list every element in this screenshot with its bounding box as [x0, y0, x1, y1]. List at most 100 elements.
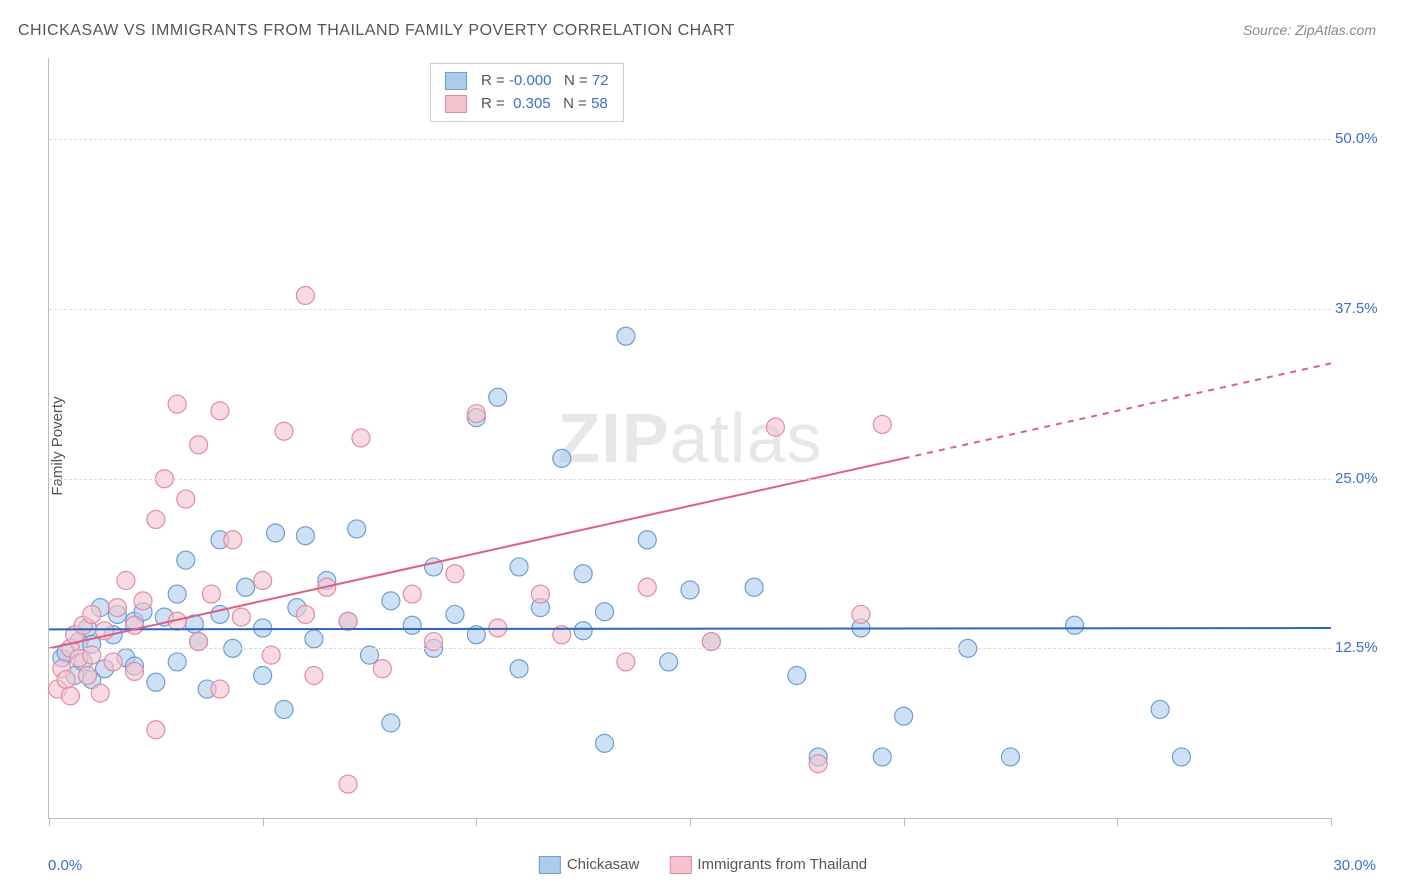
point-chickasaw [168, 653, 186, 671]
corr-text: R = 0.305 N = 58 [481, 93, 608, 116]
point-thailand [78, 667, 96, 685]
legend-item-chickasaw: Chickasaw [539, 856, 640, 874]
point-thailand [232, 608, 250, 626]
y-tick-label: 25.0% [1335, 470, 1391, 487]
x-tick [1117, 818, 1118, 826]
x-tick [904, 818, 905, 826]
point-thailand [83, 605, 101, 623]
point-thailand [531, 585, 549, 603]
point-thailand [108, 599, 126, 617]
point-chickasaw [596, 603, 614, 621]
point-thailand [61, 687, 79, 705]
point-thailand [467, 405, 485, 423]
point-chickasaw [489, 388, 507, 406]
point-chickasaw [574, 622, 592, 640]
x-tick [690, 818, 691, 826]
point-thailand [852, 605, 870, 623]
chart-title: CHICKASAW VS IMMIGRANTS FROM THAILAND FA… [18, 22, 735, 40]
point-chickasaw [638, 531, 656, 549]
legend-swatch [669, 856, 691, 874]
point-thailand [446, 565, 464, 583]
point-chickasaw [305, 630, 323, 648]
x-axis-min-label: 0.0% [48, 857, 82, 874]
point-thailand [254, 572, 272, 590]
point-chickasaw [382, 714, 400, 732]
point-thailand [339, 612, 357, 630]
point-chickasaw [681, 581, 699, 599]
point-thailand [373, 660, 391, 678]
point-chickasaw [348, 520, 366, 538]
point-chickasaw [382, 592, 400, 610]
point-thailand [190, 436, 208, 454]
trend-thailand-dashed [904, 363, 1331, 458]
legend-swatch [539, 856, 561, 874]
legend-swatch [445, 72, 467, 90]
point-chickasaw [147, 673, 165, 691]
gridline-h [49, 479, 1331, 480]
gridline-h [49, 648, 1331, 649]
point-chickasaw [660, 653, 678, 671]
point-thailand [296, 287, 314, 305]
point-chickasaw [254, 619, 272, 637]
point-chickasaw [168, 585, 186, 603]
point-chickasaw [617, 327, 635, 345]
legend-label: Immigrants from Thailand [697, 856, 867, 873]
x-tick [1331, 818, 1332, 826]
point-chickasaw [1151, 700, 1169, 718]
point-thailand [125, 662, 143, 680]
point-thailand [104, 653, 122, 671]
point-thailand [147, 721, 165, 739]
point-chickasaw [237, 578, 255, 596]
y-tick-label: 12.5% [1335, 639, 1391, 656]
corr-row-chickasaw: R = -0.000 N = 72 [445, 70, 609, 93]
y-tick-label: 50.0% [1335, 130, 1391, 147]
point-chickasaw [177, 551, 195, 569]
point-thailand [224, 531, 242, 549]
point-thailand [339, 775, 357, 793]
x-axis-max-label: 30.0% [1333, 857, 1376, 874]
gridline-h [49, 139, 1331, 140]
point-chickasaw [1066, 616, 1084, 634]
point-thailand [168, 395, 186, 413]
point-thailand [617, 653, 635, 671]
point-thailand [134, 592, 152, 610]
chart-container: { "title": "CHICKASAW VS IMMIGRANTS FROM… [0, 0, 1406, 892]
point-chickasaw [275, 700, 293, 718]
point-thailand [117, 572, 135, 590]
point-chickasaw [745, 578, 763, 596]
point-chickasaw [574, 565, 592, 583]
y-tick-label: 37.5% [1335, 300, 1391, 317]
plot-area: ZIPatlas 12.5%25.0%37.5%50.0% [48, 58, 1331, 819]
point-thailand [211, 402, 229, 420]
point-thailand [305, 667, 323, 685]
point-chickasaw [1172, 748, 1190, 766]
series-legend: Chickasaw Immigrants from Thailand [539, 856, 867, 874]
point-chickasaw [596, 734, 614, 752]
trend-thailand [49, 458, 904, 648]
legend-label: Chickasaw [567, 856, 640, 873]
point-thailand [352, 429, 370, 447]
point-chickasaw [788, 667, 806, 685]
x-tick [476, 818, 477, 826]
point-thailand [275, 422, 293, 440]
trend-chickasaw [49, 628, 1331, 629]
point-thailand [57, 671, 75, 689]
point-chickasaw [296, 527, 314, 545]
point-thailand [809, 755, 827, 773]
plot-svg [49, 58, 1331, 818]
point-thailand [91, 684, 109, 702]
gridline-h [49, 309, 1331, 310]
corr-row-thailand: R = 0.305 N = 58 [445, 93, 609, 116]
x-tick [263, 818, 264, 826]
legend-item-thailand: Immigrants from Thailand [669, 856, 867, 874]
point-thailand [403, 585, 421, 603]
correlation-legend: R = -0.000 N = 72R = 0.305 N = 58 [430, 63, 624, 122]
point-thailand [873, 415, 891, 433]
point-chickasaw [510, 660, 528, 678]
point-chickasaw [895, 707, 913, 725]
point-thailand [766, 418, 784, 436]
point-chickasaw [254, 667, 272, 685]
point-thailand [177, 490, 195, 508]
x-tick [49, 818, 50, 826]
point-chickasaw [553, 449, 571, 467]
